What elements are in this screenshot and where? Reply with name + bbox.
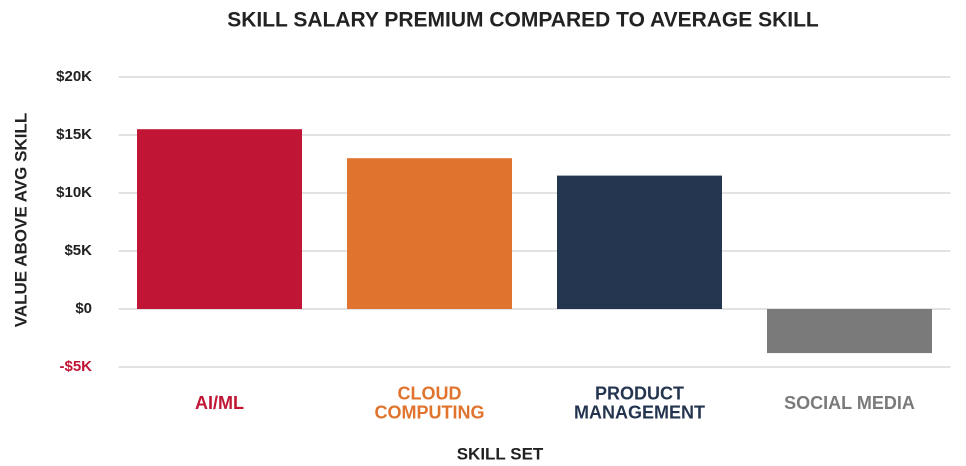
bar <box>347 158 512 309</box>
x-tick-label: AI/ML <box>195 393 244 413</box>
y-tick-label: -$5K <box>59 358 92 375</box>
x-tick-label-line: CLOUD <box>398 383 462 403</box>
chart-title: SKILL SALARY PREMIUM COMPARED TO AVERAGE… <box>227 9 819 32</box>
x-tick-label-line: PRODUCT <box>595 383 684 403</box>
x-tick-label: CLOUD COMPUTING <box>375 383 485 422</box>
y-tick-label: $5K <box>64 242 92 259</box>
y-tick-label: $15K <box>56 126 92 143</box>
y-tick-label: $0 <box>75 300 92 317</box>
x-tick-label: PRODUCT MANAGEMENT <box>574 383 705 422</box>
x-tick-label: SOCIAL MEDIA <box>784 393 915 413</box>
y-axis-label: VALUE ABOVE AVG SKILL <box>11 113 30 327</box>
y-tick-label: $10K <box>56 184 92 201</box>
bar <box>557 175 722 309</box>
bar <box>767 309 932 354</box>
bar <box>137 129 302 309</box>
y-tick-label: $20K <box>56 68 92 85</box>
x-tick-label-line: MANAGEMENT <box>574 402 705 422</box>
x-tick-label-line: COMPUTING <box>375 402 485 422</box>
x-axis-label: SKILL SET <box>457 444 544 463</box>
